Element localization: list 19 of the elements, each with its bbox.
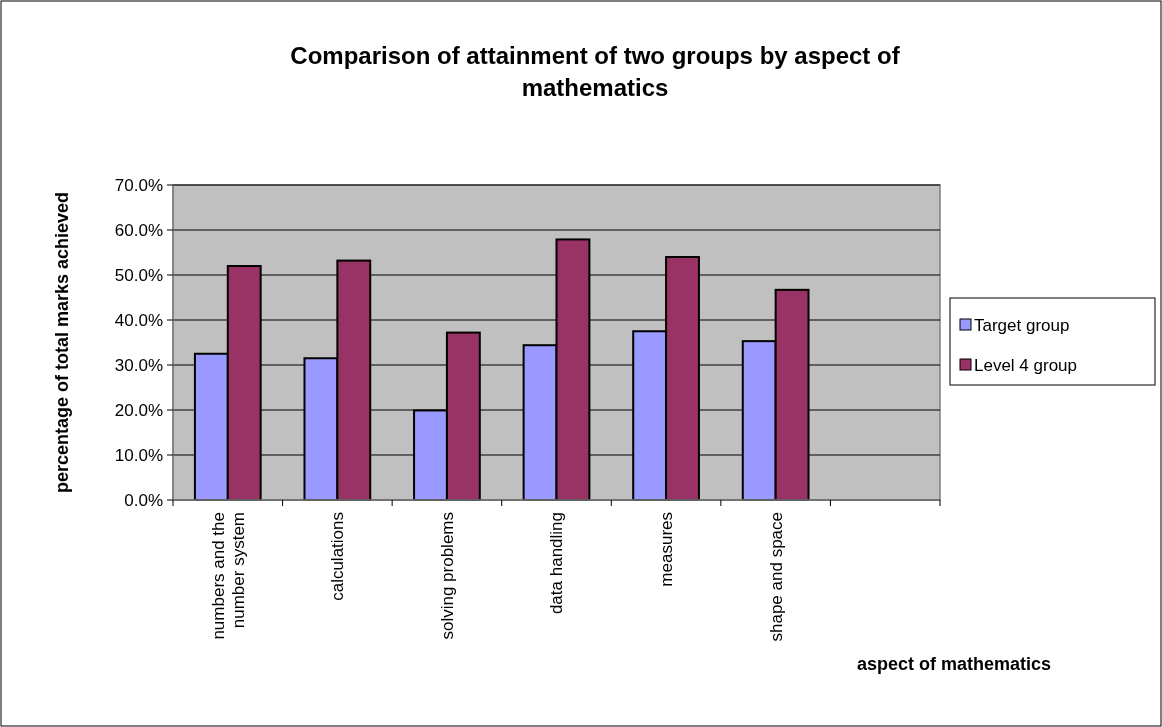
y-axis-title: percentage of total marks achieved <box>52 191 72 494</box>
x-tick-label: shape and space <box>766 512 786 642</box>
x-tick-label: numbers and the number system <box>208 512 248 640</box>
x-axis-title: aspect of mathematics <box>856 654 1052 674</box>
y-tick-label: 10.0% <box>114 445 163 465</box>
y-tick-label: 60.0% <box>114 220 163 240</box>
y-tick-label: 30.0% <box>114 355 163 375</box>
y-tick-label: 70.0% <box>114 175 163 195</box>
x-tick-label: measures <box>657 512 677 587</box>
x-tick-label: solving problems <box>437 512 457 640</box>
chart-title: Comparison of attainment of two groups by aspect of mathematics <box>290 42 901 101</box>
y-tick-label: 50.0% <box>114 265 163 285</box>
legend-label: Target group <box>974 315 1070 335</box>
x-tick-label: data handling <box>547 512 567 615</box>
y-tick-label: 20.0% <box>114 400 163 420</box>
legend-label: Level 4 group <box>974 355 1078 375</box>
y-tick-label: 40.0% <box>114 310 163 330</box>
y-tick-label: 0.0% <box>124 490 163 510</box>
x-tick-label: calculations <box>328 512 348 601</box>
